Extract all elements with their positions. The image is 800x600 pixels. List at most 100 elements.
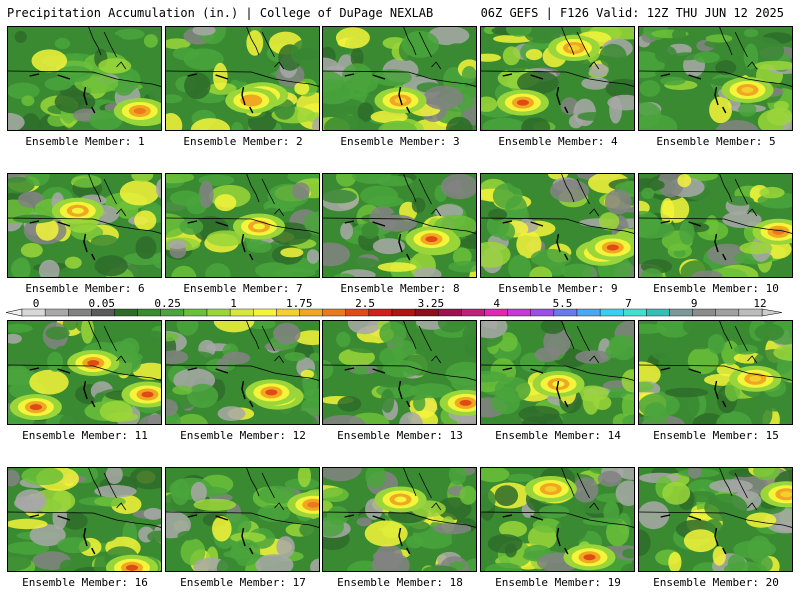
precip-field [323,321,476,424]
precip-contour [350,47,364,68]
ensemble-member-map [322,320,477,425]
precip-contour [578,321,618,327]
colorbar-swatch [368,308,393,317]
precip-contour [576,385,609,402]
precip-contour [606,518,629,547]
precip-contour [143,507,161,520]
ensemble-member-map [480,26,635,131]
border-line [481,217,634,234]
precip-contour [8,365,28,377]
precip-contour [323,242,351,267]
ensemble-member-map [638,26,793,131]
precip-field [8,468,161,571]
precip-max-area [516,99,529,106]
border-line [481,511,634,528]
precip-contour [413,267,442,277]
precip-contour [754,323,784,341]
precip-contour [294,81,310,95]
precip-contour [715,120,759,130]
colorbar-swatch [414,308,439,317]
precip-contour [278,468,292,482]
precip-contour [491,391,520,415]
precip-contour [739,241,773,255]
precip-contour [8,553,32,571]
precip-max-area [583,554,596,561]
precip-contour [649,337,682,362]
precip-contour [481,468,510,483]
precip-field [481,321,634,424]
precip-contour [506,63,526,73]
ensemble-member-map [7,173,162,278]
precip-contour [437,321,466,333]
precip-contour [15,489,47,513]
precip-contour [615,480,634,506]
precip-contour [436,497,472,520]
precip-contour [481,487,496,513]
colorbar-swatch [623,308,647,317]
precip-contour [532,518,562,533]
precip-contour [193,498,237,511]
precip-contour [192,27,216,36]
precip-contour [336,174,357,187]
ensemble-member-label: Ensemble Member: 8 [340,282,460,295]
colorbar-swatch [253,308,277,317]
precip-field [166,174,319,277]
precip-contour [199,180,214,208]
precip-max-area [265,389,278,396]
border-line [166,511,319,528]
precip-contour [94,496,126,507]
coastline [403,174,442,217]
precip-contour [523,27,561,44]
precip-contour [375,175,413,187]
precip-contour [753,468,781,481]
precip-contour [134,210,157,231]
precip-contour [84,32,127,60]
precip-contour [29,369,69,395]
precip-contour [705,34,733,43]
precip-contour [190,481,207,503]
precip-contour [378,120,418,130]
precip-contour [323,468,362,482]
precip-contour [375,543,403,570]
precip-contour [581,76,610,90]
precip-max-area [87,360,100,366]
precip-contour [171,479,190,506]
border-line [8,70,161,87]
precip-contour [493,34,534,43]
precip-contour [745,512,777,528]
precip-contour [506,27,532,37]
precip-contour [361,222,379,239]
precip-contour [206,230,245,247]
colorbar-tick-label: 7 [625,298,632,310]
precip-contour [187,383,219,408]
precip-max-area [307,501,319,508]
precip-contour [292,182,310,200]
precip-contour [336,331,351,348]
precip-contour [10,258,31,277]
precip-contour [205,263,231,277]
precip-field [8,321,161,424]
lake-outline [187,73,254,114]
precip-contour [148,83,161,104]
precip-field [481,174,634,277]
colorbar-swatch [299,308,323,317]
precip-contour [119,180,159,206]
colorbar-swatch [391,308,416,317]
precip-contour [406,535,423,549]
precip-contour [517,70,559,95]
precip-contour [494,485,519,506]
lake-outline [187,514,254,555]
precip-contour [504,543,517,558]
precip-contour [57,537,91,554]
border-line [8,511,161,528]
precip-max-area [459,399,472,406]
colorbar-swatch [91,308,115,317]
precip-field [481,27,634,130]
precip-contour [166,398,178,417]
precip-field [323,27,476,130]
precip-contour [310,558,319,571]
precip-contour [444,43,470,59]
lake-outline [660,514,727,555]
precip-contour [129,468,161,490]
precip-contour [365,468,386,489]
